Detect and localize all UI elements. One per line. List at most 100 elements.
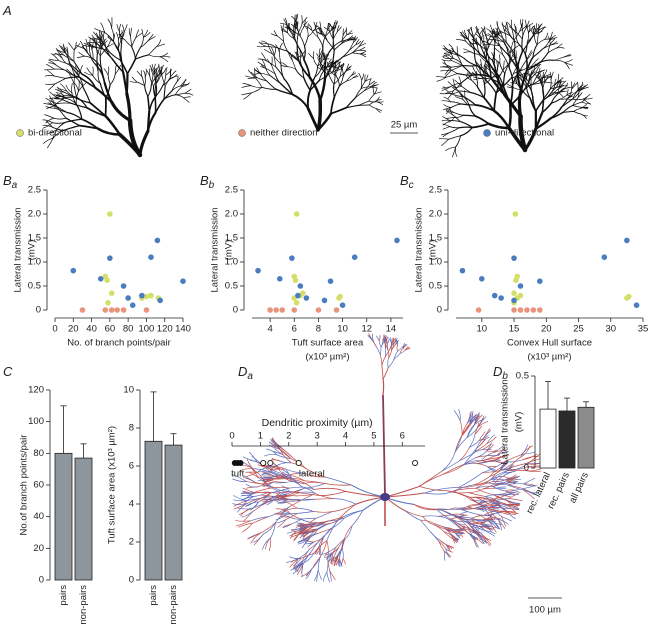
dendrite: [297, 539, 308, 544]
dendrite: [126, 58, 137, 75]
dendrite: [276, 493, 286, 499]
dendrite: [446, 528, 453, 537]
dendrite: [306, 23, 309, 30]
dendrite: [273, 30, 278, 37]
dendrite: [110, 100, 132, 122]
dendrite: [447, 81, 457, 88]
dendrite: [446, 117, 455, 119]
dendrite: [326, 540, 329, 559]
dendrite: [572, 97, 579, 106]
dendrite: [338, 63, 343, 70]
dendrite: [445, 146, 456, 151]
dendrite: [333, 85, 340, 98]
dendrite: [271, 56, 273, 66]
dendrite: [291, 533, 300, 537]
dendrite: [275, 514, 286, 521]
x-tick-label: 10: [477, 324, 488, 335]
dendrite: [43, 137, 54, 144]
dendrite: [544, 32, 549, 40]
bar: [539, 408, 557, 469]
dendrite: [47, 83, 56, 91]
dendrite: [78, 64, 83, 76]
dendrite: [321, 59, 326, 69]
point: [459, 267, 466, 274]
dendrite: [484, 496, 498, 505]
dendrite: [264, 66, 272, 77]
dendrite: [446, 107, 452, 115]
dendrite: [242, 522, 253, 533]
dendrite: [347, 37, 355, 40]
point: [148, 292, 154, 299]
y-tick-label: 0.5: [516, 371, 529, 382]
dendrite: [275, 519, 286, 524]
dendrite: [536, 33, 539, 46]
dendrite: [536, 38, 546, 46]
y-tick-label: 1.0: [28, 257, 41, 268]
point: [104, 277, 110, 284]
dendrite: [281, 476, 292, 482]
dendrite: [302, 551, 312, 565]
dendrite: [489, 502, 501, 505]
dendrite: [513, 39, 516, 54]
dendrite: [333, 42, 343, 51]
panel-sub: a: [12, 180, 18, 191]
dendrite: [467, 412, 471, 424]
dendrite: [318, 73, 330, 81]
dendrite: [393, 350, 398, 360]
dendrite: [290, 478, 315, 490]
dendrite: [268, 471, 279, 476]
dendrite: [51, 121, 67, 124]
dendrite: [525, 22, 534, 29]
dendrite: [509, 91, 523, 106]
dendrite: [550, 93, 558, 104]
dendrite: [445, 73, 458, 78]
dendrite: [245, 483, 258, 488]
dendrite: [298, 539, 308, 545]
dendrite: [261, 40, 268, 45]
dendrite: [537, 26, 547, 32]
dendrite: [538, 71, 540, 80]
dendrite: [181, 79, 186, 87]
dendrite: [256, 67, 262, 75]
dendrite: [456, 529, 465, 534]
dendrite: [320, 56, 323, 64]
point: [624, 237, 630, 244]
dendrite: [424, 487, 459, 494]
dendrite: [438, 541, 445, 552]
dendrite: [146, 111, 157, 133]
dendrite: [436, 509, 453, 520]
point: [143, 307, 150, 313]
dendrite: [493, 47, 504, 56]
dendrite: [45, 117, 55, 124]
dendrite: [493, 57, 501, 64]
dendrite: [486, 436, 497, 444]
dendrite: [519, 59, 528, 72]
dendrite: [147, 36, 156, 42]
x-axis-label: Tuft surface area: [292, 338, 364, 349]
dendrite: [331, 61, 339, 67]
dendrite: [96, 36, 98, 46]
dendrite: [323, 62, 328, 68]
dendrite: [473, 537, 478, 548]
dendrite: [335, 75, 340, 87]
dendrite: [58, 97, 72, 104]
dendrite: [52, 126, 65, 131]
point: [237, 459, 244, 467]
dendrite: [343, 510, 364, 519]
dendrite: [53, 75, 66, 79]
y-tick-label: 120: [28, 385, 44, 396]
dendrite: [501, 31, 511, 37]
dendrite: [332, 40, 342, 48]
dendrite: [163, 85, 166, 100]
dendrite: [174, 86, 183, 96]
dendrite: [496, 450, 509, 456]
dendrite: [60, 83, 68, 92]
dendrite: [56, 93, 66, 98]
dendrite: [138, 129, 150, 157]
dendrite: [276, 35, 284, 42]
dendrite: [313, 58, 319, 67]
dendrite: [506, 483, 524, 486]
dendrite: [156, 69, 160, 78]
dendrite: [107, 74, 111, 86]
dendrite: [107, 18, 113, 29]
